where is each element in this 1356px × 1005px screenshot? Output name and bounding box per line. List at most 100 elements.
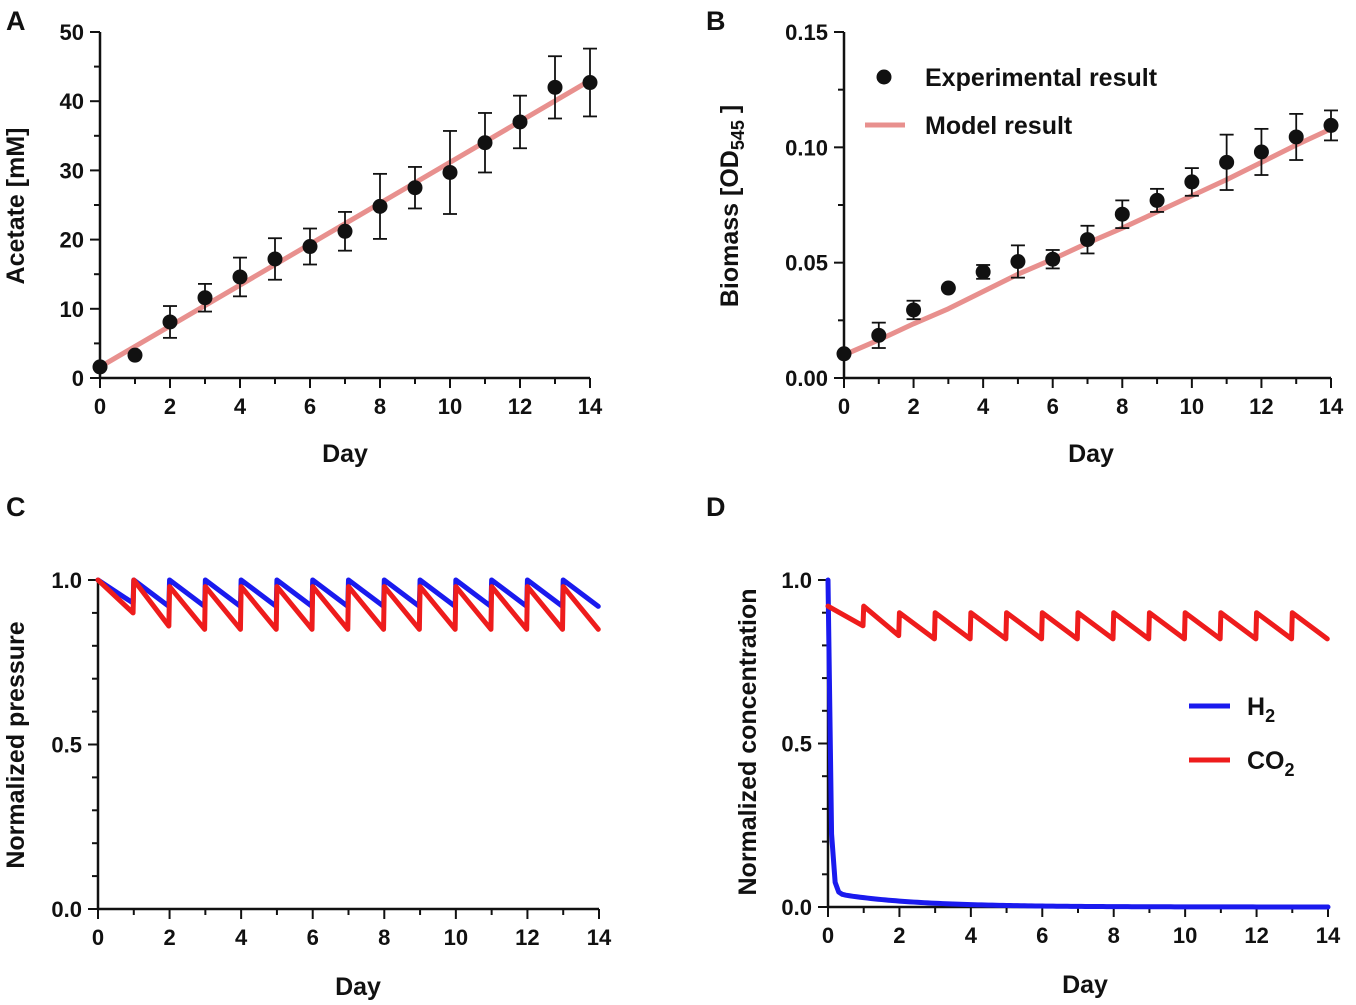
legend-label-co2: CO2 <box>1247 747 1295 780</box>
panel-d-y-label: Normalized concentration <box>734 589 762 896</box>
pa-x-tick-label: 2 <box>164 394 176 419</box>
pb-x-tick-label: 14 <box>1319 394 1344 419</box>
pa-x-tick-label: 12 <box>508 394 532 419</box>
pc-x-tick-label: 8 <box>378 925 390 950</box>
pc-x-tick-label: 6 <box>307 925 319 950</box>
pb-data-point <box>1149 192 1165 208</box>
panel-b-y-label-end: ] <box>716 105 744 120</box>
panel-d-marks <box>825 577 1331 910</box>
pb-x-tick-label: 10 <box>1180 394 1204 419</box>
panel-c-x-label: Day <box>335 973 381 1001</box>
panel-b-y-label-sub: 545 <box>728 120 748 150</box>
panel-b-y-label: Biomass [OD545 ] <box>716 105 748 307</box>
pa-y-tick-label: 10 <box>60 297 84 322</box>
pa-x-tick-label: 4 <box>234 394 247 419</box>
pa-data-point <box>302 239 318 255</box>
pd-y-tick-label: 1.0 <box>781 568 812 593</box>
panel-d-x-label: Day <box>1062 971 1108 999</box>
panel-b-marks <box>836 109 1339 362</box>
pb-data-point <box>906 302 922 318</box>
pa-data-point <box>162 314 178 330</box>
panel-c-marks <box>95 577 601 632</box>
pb-data-point <box>1114 206 1130 222</box>
pa-x-tick-label: 6 <box>304 394 316 419</box>
pb-data-point <box>1253 144 1269 160</box>
pa-data-point <box>512 114 528 130</box>
panel-c-y-label: Normalized pressure <box>2 621 30 868</box>
legend-label-co2-sub: 2 <box>1285 760 1295 780</box>
pb-y-tick-label: 0.05 <box>785 251 828 276</box>
pd-x-tick-label: 4 <box>965 923 978 948</box>
pa-x-tick-label: 14 <box>578 394 603 419</box>
panel-b-legend: Experimental result Model result <box>865 64 1158 140</box>
pd-x-tick-label: 14 <box>1316 923 1341 948</box>
pd-y-tick-label: 0.5 <box>781 732 812 757</box>
pb-data-point <box>1080 232 1095 248</box>
pb-data-point <box>975 264 991 280</box>
panel-label-a: A <box>6 6 26 36</box>
pc-x-tick-label: 0 <box>92 925 104 950</box>
pc-x-tick-label: 10 <box>444 925 468 950</box>
pb-x-tick-label: 6 <box>1047 394 1059 419</box>
legend-label-experimental: Experimental result <box>925 64 1158 92</box>
pa-data-point <box>267 251 283 267</box>
panel-b-x-label: Day <box>1068 440 1114 468</box>
pa-y-tick-label: 0 <box>72 366 84 391</box>
pc-x-tick-label: 2 <box>163 925 175 950</box>
pa-data-point <box>372 198 388 214</box>
pd-x-tick-label: 10 <box>1173 923 1197 948</box>
pb-y-tick-label: 0.15 <box>785 20 828 45</box>
pc-y-tick-label: 1.0 <box>51 568 82 593</box>
pc-x-tick-label: 12 <box>515 925 539 950</box>
pc-y-tick-label: 0.0 <box>51 897 82 922</box>
pa-x-tick-label: 0 <box>94 394 106 419</box>
pd-x-tick-label: 2 <box>893 923 905 948</box>
pb-data-point <box>940 280 956 296</box>
pa-data-point <box>407 180 423 196</box>
pa-data-point <box>127 347 143 363</box>
pd-x-tick-label: 8 <box>1108 923 1120 948</box>
panel-b-axes: 0 2 4 6 8 10 12 14 0.00 0.05 0.10 0.15 <box>785 20 1344 419</box>
pa-y-tick-label: 30 <box>60 158 84 183</box>
pd-x-tick-label: 12 <box>1244 923 1268 948</box>
pa-data-point <box>197 290 213 306</box>
panel-c-pressure-chart: 0 2 4 6 8 10 12 14 0.0 0.5 1.0 Day Normalized pres… <box>2 568 612 1001</box>
pd-series-h2 <box>825 577 1331 910</box>
pb-data-point <box>871 327 887 343</box>
pb-x-tick-label: 0 <box>838 394 850 419</box>
pa-y-tick-label: 40 <box>60 89 84 114</box>
pa-x-tick-label: 10 <box>438 394 462 419</box>
pb-data-point <box>1323 117 1339 133</box>
pb-x-tick-label: 4 <box>977 394 990 419</box>
panel-c-axes: 0 2 4 6 8 10 12 14 0.0 0.5 1.0 <box>51 568 612 950</box>
pc-x-tick-label: 14 <box>587 925 612 950</box>
pa-y-tick-label: 50 <box>60 20 84 45</box>
legend-label-h2-main: H <box>1247 693 1265 721</box>
pb-data-point <box>1010 254 1026 270</box>
pb-data-point <box>1288 129 1304 145</box>
legend-label-model: Model result <box>925 112 1073 140</box>
panel-a-acetate-chart: 0 2 4 6 8 10 12 14 0 10 20 30 40 50 Day Acetate [mM] <box>2 20 603 468</box>
pd-y-tick-label: 0.0 <box>781 895 812 920</box>
panel-a-x-label: Day <box>322 440 368 468</box>
legend-marker-experimental <box>876 69 892 85</box>
pa-x-tick-label: 8 <box>374 394 386 419</box>
legend-label-h2-sub: 2 <box>1265 706 1275 726</box>
pa-data-point <box>582 75 598 91</box>
pb-data-point <box>1219 154 1235 170</box>
pb-x-tick-label: 2 <box>907 394 919 419</box>
pd-x-tick-label: 0 <box>822 923 834 948</box>
panel-a-marks <box>92 47 598 375</box>
pc-y-tick-label: 0.5 <box>51 733 82 758</box>
pc-series-co2 <box>95 577 601 632</box>
pb-x-tick-label: 12 <box>1249 394 1273 419</box>
pa-data-point <box>337 223 353 239</box>
pd-x-tick-label: 6 <box>1036 923 1048 948</box>
pa-y-tick-label: 20 <box>60 228 84 253</box>
pb-data-point <box>836 346 852 362</box>
panel-label-c: C <box>6 492 26 522</box>
panel-b-biomass-chart: 0 2 4 6 8 10 12 14 0.00 0.05 0.10 0.15 Day Biomass … <box>716 20 1344 468</box>
pa-data-point <box>477 135 493 151</box>
panel-label-d: D <box>706 492 726 522</box>
